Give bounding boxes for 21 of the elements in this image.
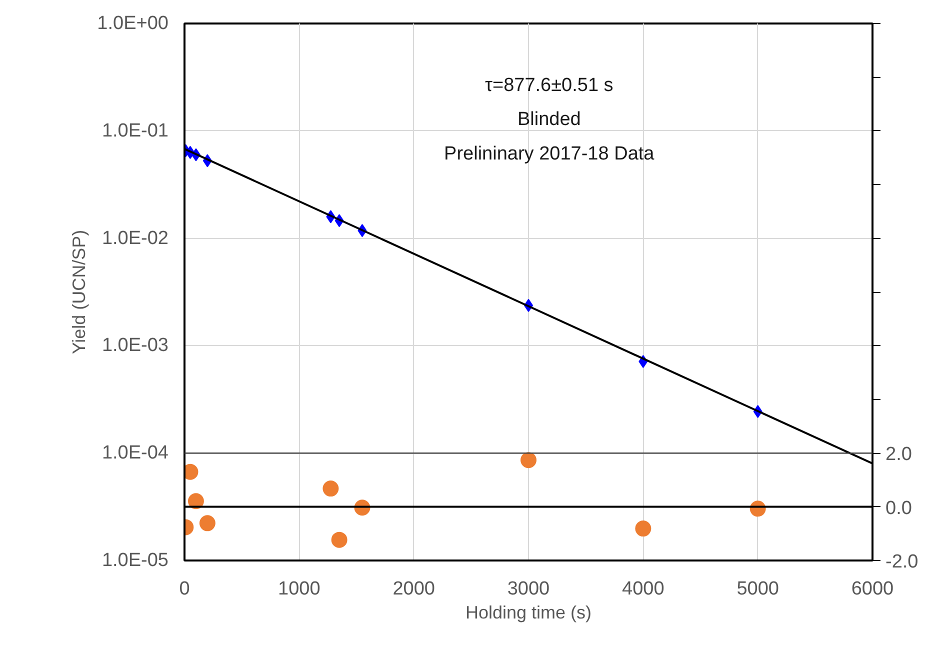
x-tick-label: 1000: [278, 578, 320, 600]
y-tick-label: 1.0E-03: [102, 335, 168, 356]
y-tick-label: 1.0E-05: [102, 550, 168, 571]
annotation: τ=877.6±0.51 s: [484, 74, 614, 96]
annotation: Prelininary 2017-18 Data: [444, 143, 655, 164]
y-tick-label: 1.0E-02: [102, 228, 168, 249]
x-tick-label: 6000: [851, 578, 894, 600]
y-tick-label: 1.0E+00: [97, 13, 169, 34]
x-tick-label: 5000: [736, 578, 779, 600]
y-axis-title: Yield (UCN/SP): [69, 230, 90, 354]
y2-tick-label: 2.0: [886, 444, 912, 466]
x-tick-label: 3000: [507, 578, 550, 600]
y-tick-label: 1.0E-04: [102, 442, 169, 464]
x-tick-label: 0: [179, 578, 190, 600]
y2-tick-label: -2.0: [886, 552, 918, 572]
y-tick-label: 1.0E-01: [102, 120, 168, 142]
x-tick-label: 4000: [622, 578, 664, 600]
x-tick-label: 2000: [392, 578, 435, 600]
annotation: Blinded: [517, 109, 581, 130]
y2-tick-label: 0.0: [886, 498, 912, 519]
x-axis-title: Holding time (s): [465, 602, 592, 622]
